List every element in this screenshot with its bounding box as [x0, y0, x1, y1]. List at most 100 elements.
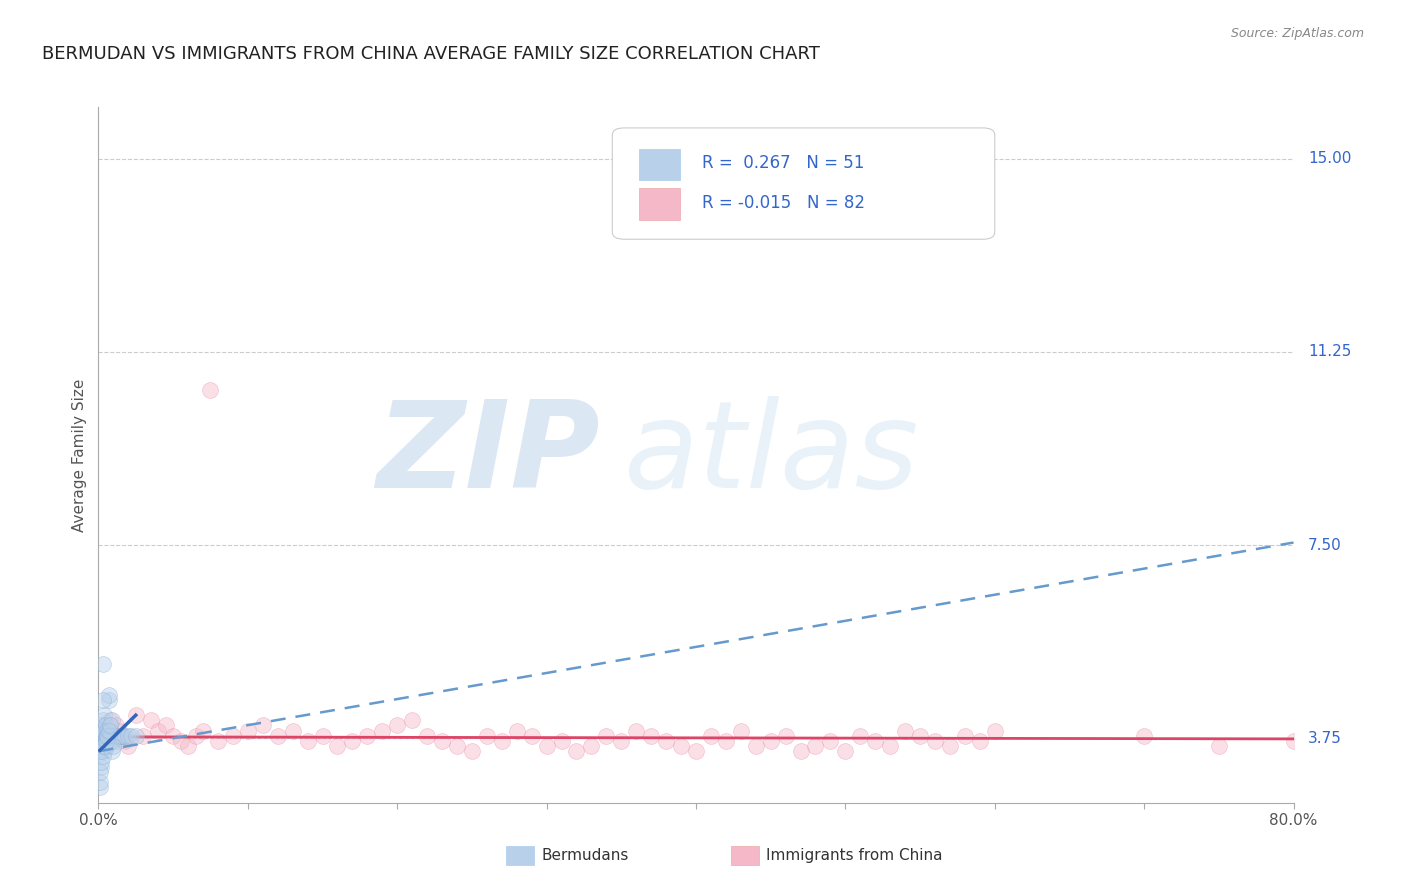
Point — [685, 744, 707, 758]
Point — [90, 755, 112, 769]
Point — [101, 729, 124, 743]
Point — [93, 744, 115, 758]
Text: atlas: atlas — [624, 396, 920, 514]
Text: 3.75: 3.75 — [1308, 731, 1341, 746]
Point — [148, 723, 170, 738]
Text: Bermudans: Bermudans — [541, 848, 628, 863]
Point — [91, 657, 114, 671]
Point — [101, 714, 124, 728]
Bar — [638, 149, 681, 180]
Point — [91, 749, 114, 764]
Point — [96, 729, 118, 743]
Point — [89, 739, 111, 753]
Text: R = -0.015   N = 82: R = -0.015 N = 82 — [702, 194, 865, 212]
Text: Immigrants from China: Immigrants from China — [766, 848, 943, 863]
Point — [162, 729, 184, 743]
Point — [117, 729, 139, 743]
Point — [98, 723, 122, 738]
Point — [461, 744, 484, 758]
Point — [491, 734, 513, 748]
FancyBboxPatch shape — [613, 128, 995, 239]
Point — [834, 744, 856, 758]
Point — [207, 734, 229, 748]
Point — [91, 734, 114, 748]
Point — [1282, 734, 1305, 748]
Point — [98, 714, 122, 728]
Point — [90, 744, 112, 758]
Point — [267, 729, 290, 743]
Point — [90, 718, 112, 732]
Point — [252, 718, 274, 732]
Point — [849, 729, 872, 743]
Point — [939, 739, 962, 753]
Point — [97, 723, 120, 738]
Point — [105, 729, 128, 743]
Point — [94, 729, 117, 743]
Point — [550, 734, 572, 748]
Point — [371, 723, 394, 738]
Point — [281, 723, 304, 738]
Point — [89, 729, 111, 743]
Point — [103, 734, 125, 748]
Point — [89, 780, 111, 795]
Point — [865, 734, 887, 748]
Text: BERMUDAN VS IMMIGRANTS FROM CHINA AVERAGE FAMILY SIZE CORRELATION CHART: BERMUDAN VS IMMIGRANTS FROM CHINA AVERAG… — [42, 45, 820, 62]
Point — [169, 734, 191, 748]
Point — [110, 729, 132, 743]
Point — [93, 734, 115, 748]
Point — [91, 726, 114, 740]
Point — [97, 692, 120, 706]
Point — [804, 739, 827, 753]
Point — [93, 708, 115, 723]
Point — [177, 739, 200, 753]
Point — [430, 734, 453, 748]
Point — [111, 729, 134, 743]
Point — [114, 734, 136, 748]
Point — [581, 739, 603, 753]
Point — [91, 739, 114, 753]
Point — [97, 688, 120, 702]
Point — [730, 723, 752, 738]
Point — [104, 731, 127, 746]
Point — [385, 718, 409, 732]
Text: 11.25: 11.25 — [1308, 344, 1351, 359]
Point — [132, 729, 155, 743]
Point — [820, 734, 842, 748]
Text: 7.50: 7.50 — [1308, 538, 1341, 553]
Point — [117, 739, 139, 753]
Point — [94, 718, 117, 732]
Point — [894, 723, 917, 738]
Point — [89, 729, 111, 743]
Point — [297, 734, 319, 748]
Point — [94, 734, 117, 748]
Point — [108, 729, 131, 743]
Point — [311, 729, 333, 743]
Point — [536, 739, 558, 753]
Point — [90, 744, 112, 758]
Point — [416, 729, 439, 743]
Point — [326, 739, 349, 753]
Point — [200, 384, 222, 398]
Point — [356, 729, 378, 743]
Point — [924, 734, 946, 748]
Point — [91, 718, 114, 732]
Point — [626, 723, 648, 738]
Point — [745, 739, 768, 753]
Text: ZIP: ZIP — [377, 396, 600, 514]
Point — [94, 731, 117, 746]
Point — [103, 739, 125, 753]
Point — [155, 718, 177, 732]
Point — [91, 692, 114, 706]
Point — [101, 734, 124, 748]
Point — [90, 760, 112, 774]
Point — [222, 729, 245, 743]
Point — [111, 729, 134, 743]
Point — [96, 723, 118, 738]
Point — [1133, 729, 1156, 743]
Point — [90, 723, 112, 738]
Point — [89, 764, 111, 779]
Point — [97, 723, 120, 738]
Point — [105, 718, 128, 732]
Point — [98, 729, 122, 743]
Point — [789, 744, 811, 758]
